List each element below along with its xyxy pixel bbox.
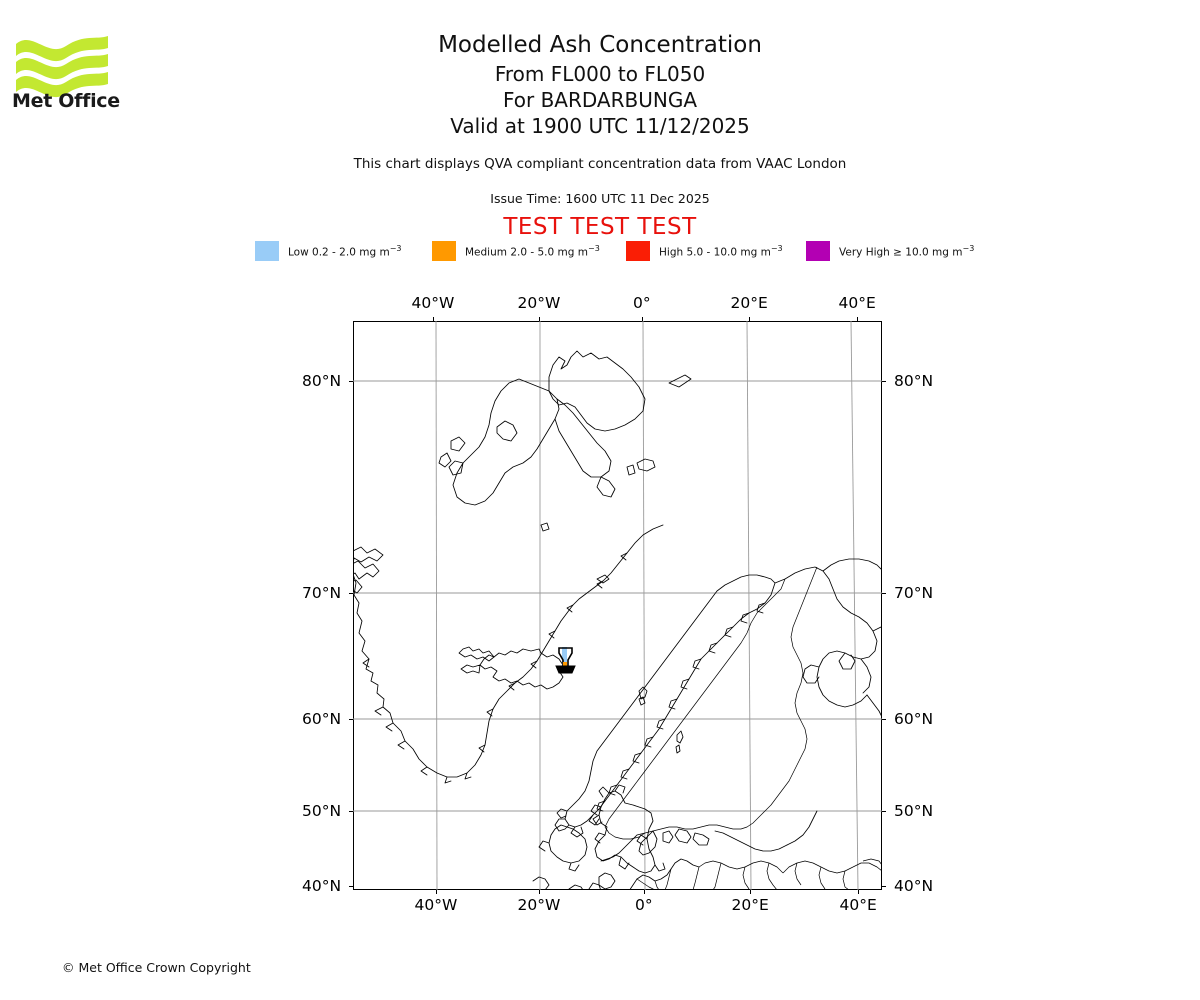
volcano-name: For BARDARBUNGA [502, 88, 698, 112]
legend-item-2[interactable]: High 5.0 - 10.0 mg m−3 [626, 240, 783, 262]
coastline-faroe-islands [638, 686, 648, 706]
x-axis-top-tick-3 [749, 317, 750, 321]
legend-item-0[interactable]: Low 0.2 - 2.0 mg m−3 [255, 240, 401, 262]
y-axis-left-tick-3 [349, 811, 353, 812]
x-axis-top-label-4: 40°E [838, 294, 876, 312]
y-axis-right-tick-4 [882, 886, 886, 887]
y-axis-right-tick-2 [882, 719, 886, 720]
x-axis-top-label-3: 20°E [730, 294, 768, 312]
coastline-scandinavia [554, 558, 882, 838]
y-axis-right-label-0: 80°N [894, 372, 934, 390]
legend-label: Very High ≥ 10.0 mg m−3 [839, 243, 975, 259]
x-axis-bottom-label-2: 0° [635, 896, 653, 914]
x-axis-bottom-tick-3 [750, 890, 751, 894]
map-frame [353, 321, 882, 890]
brand-name: Met Office [12, 90, 120, 112]
x-axis-bottom-label-3: 20°E [731, 896, 769, 914]
y-axis-left-label-0: 80°N [302, 372, 342, 390]
x-axis-bottom-tick-1 [539, 890, 540, 894]
x-axis-bottom-label-1: 20°W [517, 896, 561, 914]
y-axis-left-label-3: 50°N [302, 802, 342, 820]
coastline-kvitoya [668, 374, 692, 388]
y-axis-left-label-1: 70°N [302, 584, 342, 602]
x-axis-bottom-label-4: 40°E [839, 896, 877, 914]
compliance-note: This chart displays QVA compliant concen… [353, 156, 847, 172]
y-axis-left-tick-4 [349, 886, 353, 887]
border-scandinavia [604, 566, 818, 840]
coastline-ireland [538, 824, 588, 872]
coastline-bear-island [540, 522, 550, 532]
legend-item-3[interactable]: Very High ≥ 10.0 mg m−3 [806, 240, 974, 262]
y-axis-left-label-4: 40°N [302, 877, 342, 895]
coastline-shetland [675, 730, 684, 754]
legend-swatch [255, 241, 279, 261]
x-axis-top-label-2: 0° [633, 294, 651, 312]
legend-swatch [432, 241, 456, 261]
map-canvas [353, 321, 882, 890]
x-axis-bottom-label-0: 40°W [414, 896, 458, 914]
coastline-iceland [458, 646, 564, 690]
page-title: Modelled Ash Concentration [438, 32, 762, 58]
coastline-hopen [626, 458, 656, 476]
x-axis-top-tick-2 [642, 317, 643, 321]
flight-level-range: From FL000 to FL050 [494, 62, 706, 86]
y-axis-right-label-3: 50°N [894, 802, 934, 820]
y-axis-right-tick-1 [882, 593, 886, 594]
met-office-logo [12, 24, 132, 114]
coastline-great-britain [590, 784, 666, 874]
x-axis-bottom-tick-2 [644, 890, 645, 894]
y-axis-right-tick-0 [882, 381, 886, 382]
map-plot-area[interactable] [353, 321, 882, 890]
legend-swatch [626, 241, 650, 261]
copyright-notice: © Met Office Crown Copyright [62, 960, 251, 975]
x-axis-bottom-tick-0 [436, 890, 437, 894]
bardarbunga-volcano-marker [555, 647, 576, 674]
y-axis-right-label-2: 60°N [894, 710, 934, 728]
coastline-western-europe [532, 858, 700, 890]
coastline-svalbard [438, 350, 646, 506]
coastline-jan-mayen [596, 574, 610, 584]
x-axis-top-tick-4 [857, 317, 858, 321]
x-axis-top-label-0: 40°W [411, 294, 455, 312]
y-axis-right-label-4: 40°N [894, 877, 934, 895]
y-axis-right-tick-3 [882, 811, 886, 812]
title-block: Modelled Ash Concentration From FL000 to… [0, 30, 1200, 139]
x-axis-top-tick-0 [433, 317, 434, 321]
coastline-greenland [353, 524, 664, 784]
legend-swatch [806, 241, 830, 261]
y-axis-left-tick-1 [349, 593, 353, 594]
graticule-parallels [353, 380, 882, 812]
legend-label: Low 0.2 - 2.0 mg m−3 [288, 243, 402, 259]
coastline-baltic-denmark [600, 810, 818, 862]
legend-label: Medium 2.0 - 5.0 mg m−3 [465, 243, 600, 259]
test-banner: TEST TEST TEST [503, 214, 697, 240]
y-axis-left-tick-0 [349, 381, 353, 382]
issue-time: Issue Time: 1600 UTC 11 Dec 2025 [490, 191, 710, 206]
y-axis-left-label-2: 60°N [302, 710, 342, 728]
graticule-meridians [435, 321, 859, 890]
y-axis-left-tick-2 [349, 719, 353, 720]
y-axis-right-label-1: 70°N [894, 584, 934, 602]
legend-item-1[interactable]: Medium 2.0 - 5.0 mg m−3 [432, 240, 600, 262]
concentration-legend: Low 0.2 - 2.0 mg m−3 Medium 2.0 - 5.0 mg … [250, 240, 1010, 264]
border-europe [636, 858, 882, 890]
x-axis-top-label-1: 20°W [517, 294, 561, 312]
coastline-russia-white-sea [860, 658, 882, 718]
x-axis-top-tick-1 [539, 317, 540, 321]
x-axis-bottom-tick-4 [858, 890, 859, 894]
legend-label: High 5.0 - 10.0 mg m−3 [659, 243, 783, 259]
valid-time: Valid at 1900 UTC 11/12/2025 [450, 114, 750, 138]
